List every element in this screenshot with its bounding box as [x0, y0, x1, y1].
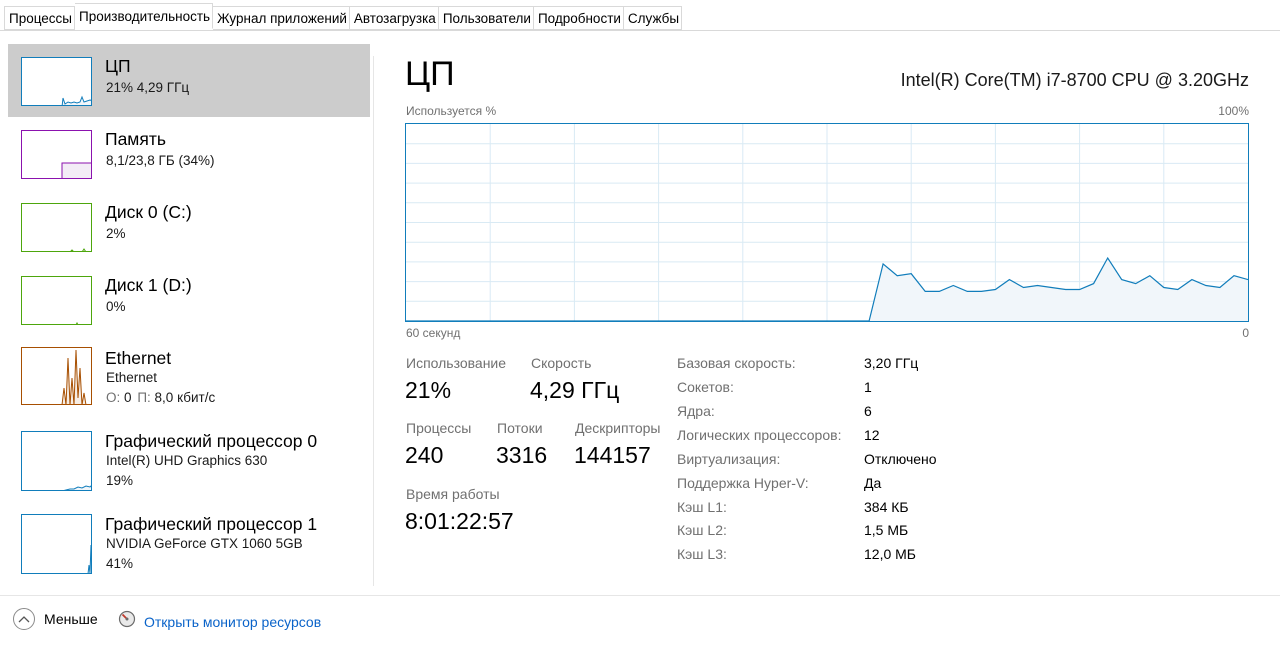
page-title: ЦП	[405, 55, 455, 93]
ethernet-thumbnail	[21, 347, 92, 405]
gpu0-thumbnail	[21, 431, 92, 491]
resource-monitor-label: Открыть монитор ресурсов	[144, 613, 322, 630]
ethernet-receive-label: П:	[137, 390, 151, 405]
ethernet-title: Ethernet	[105, 348, 172, 368]
cores-label: Ядра:	[677, 403, 715, 419]
hyperv-value: Да	[864, 475, 882, 491]
tab-services[interactable]: Службы	[623, 6, 683, 30]
l1-cache-value: 384 КБ	[864, 499, 909, 515]
l2-cache-label: Кэш L2:	[677, 522, 727, 538]
tab-processes[interactable]: Процессы	[4, 6, 76, 30]
sidebar-item-disk0[interactable]: Диск 0 (C:) 2%	[8, 190, 370, 263]
handles-value: 144157	[574, 442, 651, 468]
uptime-value: 8:01:22:57	[405, 508, 514, 534]
sidebar-item-ethernet[interactable]: Ethernet Ethernet О: 0 П: 8,0 кбит/с	[8, 336, 370, 409]
disk1-title: Диск 1 (D:)	[105, 275, 192, 295]
tab-performance[interactable]: Производительность	[75, 3, 214, 29]
cpu-title: ЦП	[105, 56, 131, 76]
graph-ylabel: Используется %	[406, 104, 497, 118]
memory-thumbnail	[21, 130, 92, 179]
ethernet-send-label: О:	[106, 390, 121, 405]
gpu1-usage: 41%	[106, 556, 134, 571]
disk0-title: Диск 0 (C:)	[105, 202, 192, 222]
virtualization-label: Виртуализация:	[677, 451, 781, 467]
disk1-summary: 0%	[106, 299, 126, 314]
sidebar-item-disk1[interactable]: Диск 1 (D:) 0%	[8, 263, 370, 336]
logical-processors-value: 12	[864, 427, 880, 443]
disk0-thumbnail	[21, 203, 92, 252]
usage-label: Использование	[406, 355, 507, 371]
graph-time-end-label: 0	[1242, 326, 1249, 340]
threads-value: 3316	[496, 442, 548, 468]
ethernet-adapter: Ethernet	[106, 370, 158, 385]
base-speed-label: Базовая скорость:	[677, 355, 796, 371]
panel-divider	[373, 56, 374, 586]
uptime-label: Время работы	[406, 486, 500, 502]
open-resource-monitor-link[interactable]: Открыть монитор ресурсов	[118, 610, 321, 633]
graph-time-span-label: 60 секунд	[406, 326, 461, 340]
graph-ymax-label: 100%	[1218, 104, 1249, 118]
cpu-summary: 21% 4,29 ГГц	[106, 80, 190, 95]
sockets-label: Сокетов:	[677, 379, 734, 395]
chevron-up-icon	[13, 608, 35, 630]
sockets-value: 1	[864, 379, 872, 395]
gpu1-title: Графический процессор 1	[105, 514, 318, 534]
threads-label: Потоки	[497, 420, 543, 436]
l2-cache-value: 1,5 МБ	[864, 522, 909, 538]
handles-label: Дескрипторы	[575, 420, 661, 436]
logical-processors-label: Логических процессоров:	[677, 427, 842, 443]
memory-title: Память	[105, 129, 166, 149]
memory-summary: 8,1/23,8 ГБ (34%)	[106, 153, 215, 168]
tab-startup[interactable]: Автозагрузка	[349, 6, 439, 30]
tab-users[interactable]: Пользователи	[438, 6, 534, 30]
gpu1-thumbnail	[21, 514, 92, 574]
cpu-usage-area	[406, 258, 1248, 321]
resource-monitor-icon	[118, 610, 136, 633]
resource-list: ЦП 21% 4,29 ГГц Память 8,1/23,8 ГБ (34%)…	[8, 44, 370, 586]
virtualization-value: Отключено	[864, 451, 937, 467]
footer-bar: Меньше Открыть монитор ресурсов	[0, 595, 1280, 649]
gpu1-model: NVIDIA GeForce GTX 1060 5GB	[106, 536, 303, 551]
l3-cache-value: 12,0 МБ	[864, 546, 916, 562]
fewer-details-label: Меньше	[44, 611, 98, 627]
tab-app-history[interactable]: Журнал приложений	[213, 6, 350, 30]
tab-bar: Процессы Производительность Журнал прило…	[0, 0, 1280, 31]
ethernet-receive-value: 8,0 кбит/с	[154, 390, 216, 405]
processes-value: 240	[405, 442, 444, 468]
tabs: Процессы Производительность Журнал прило…	[4, 3, 683, 30]
cores-value: 6	[864, 403, 872, 419]
gpu0-usage: 19%	[106, 473, 134, 488]
cpu-usage-chart	[406, 124, 1248, 321]
processes-label: Процессы	[406, 420, 472, 436]
disk1-thumbnail	[21, 276, 92, 325]
gpu0-title: Графический процессор 0	[105, 431, 318, 451]
ethernet-send-value: 0	[124, 390, 132, 405]
l1-cache-label: Кэш L1:	[677, 499, 727, 515]
disk0-summary: 2%	[106, 226, 126, 241]
ethernet-throughput: О: 0 П: 8,0 кбит/с	[106, 390, 215, 405]
fewer-details-button[interactable]: Меньше	[13, 608, 98, 630]
cpu-thumbnail	[21, 57, 92, 106]
hyperv-label: Поддержка Hyper-V:	[677, 475, 809, 491]
sidebar-item-cpu[interactable]: ЦП 21% 4,29 ГГц	[8, 44, 370, 117]
cpu-model-name: Intel(R) Core(TM) i7-8700 CPU @ 3.20GHz	[900, 70, 1249, 90]
cpu-usage-line	[406, 256, 1248, 321]
cpu-usage-graph	[405, 123, 1249, 322]
tab-details[interactable]: Подробности	[533, 6, 624, 30]
graph-grid	[406, 124, 1248, 321]
usage-value: 21%	[405, 377, 452, 403]
sidebar-item-gpu1[interactable]: Графический процессор 1 NVIDIA GeForce G…	[8, 502, 370, 575]
gpu0-model: Intel(R) UHD Graphics 630	[106, 453, 268, 468]
speed-label: Скорость	[531, 355, 592, 371]
speed-value: 4,29 ГГц	[530, 377, 620, 403]
base-speed-value: 3,20 ГГц	[864, 355, 919, 371]
sidebar-item-gpu0[interactable]: Графический процессор 0 Intel(R) UHD Gra…	[8, 419, 370, 492]
sidebar-item-memory[interactable]: Память 8,1/23,8 ГБ (34%)	[8, 117, 370, 190]
l3-cache-label: Кэш L3:	[677, 546, 727, 562]
